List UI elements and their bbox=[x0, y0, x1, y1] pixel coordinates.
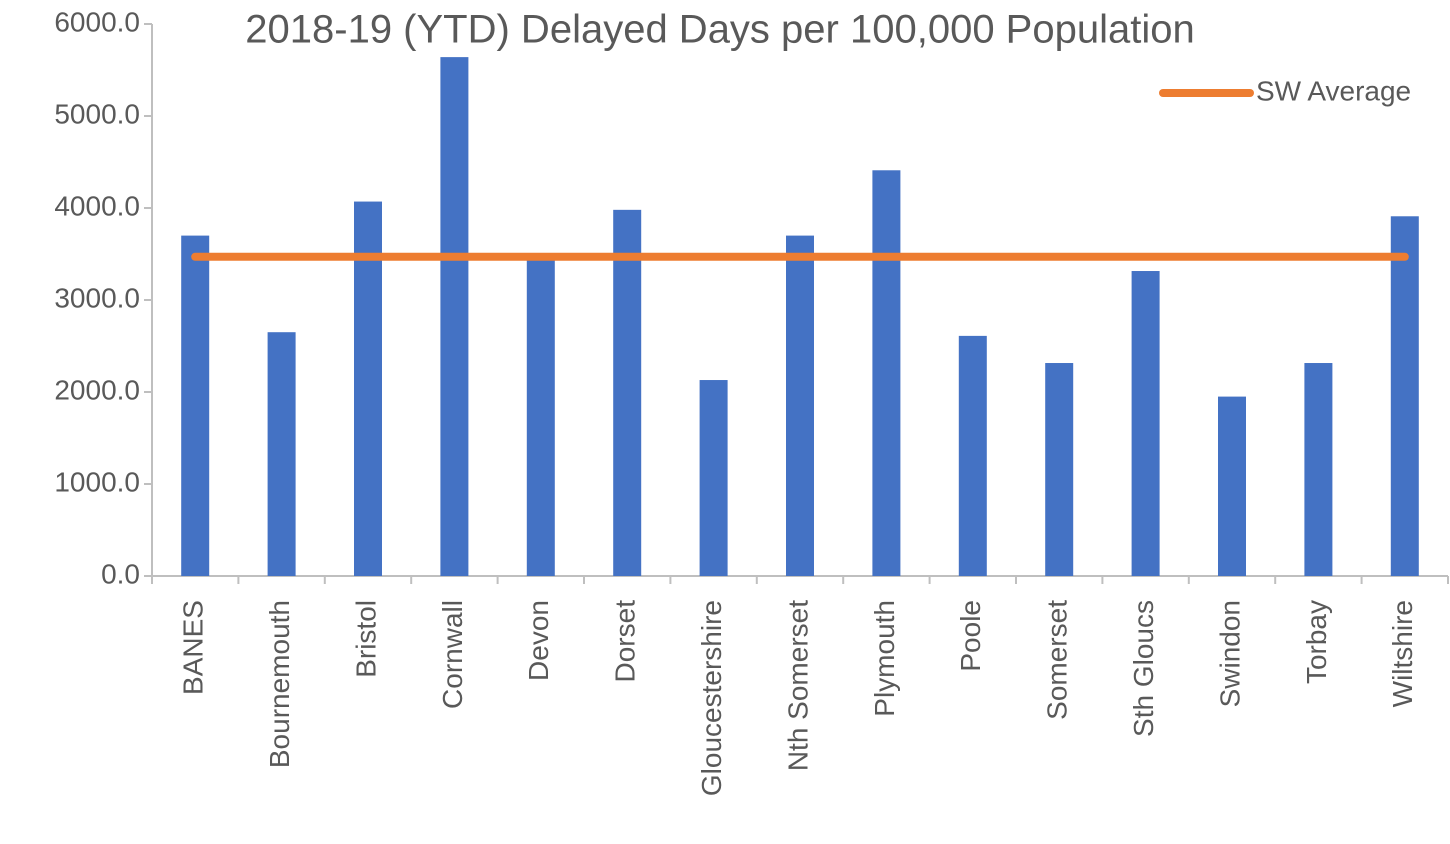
x-tick-label: Poole bbox=[955, 600, 986, 672]
bar bbox=[786, 235, 814, 576]
x-tick-label: Nth Somerset bbox=[782, 600, 813, 771]
x-tick-label: Torbay bbox=[1301, 600, 1332, 684]
bar bbox=[613, 209, 642, 576]
bar bbox=[699, 380, 728, 576]
y-tick-label: 6000.0 bbox=[54, 6, 140, 37]
x-tick-label: Swindon bbox=[1214, 600, 1245, 707]
y-tick-label: 5000.0 bbox=[54, 98, 140, 129]
x-tick-label: Cornwall bbox=[437, 600, 468, 709]
x-tick-label: Sth Gloucs bbox=[1128, 600, 1159, 737]
bar bbox=[267, 332, 296, 576]
x-tick-label: Wiltshire bbox=[1387, 600, 1418, 707]
bar bbox=[1304, 363, 1333, 576]
bar bbox=[958, 335, 987, 576]
y-tick-label: 1000.0 bbox=[54, 466, 140, 497]
x-tick-label: Somerset bbox=[1042, 600, 1073, 720]
x-tick-label: Bournemouth bbox=[264, 600, 295, 768]
x-tick-label: Gloucestershire bbox=[696, 600, 727, 796]
x-tick-label: BANES bbox=[178, 600, 209, 695]
y-tick-label: 3000.0 bbox=[54, 282, 140, 313]
x-tick-label: Bristol bbox=[350, 600, 381, 678]
y-tick-label: 0.0 bbox=[101, 558, 140, 589]
bar bbox=[1045, 363, 1074, 576]
y-tick-label: 2000.0 bbox=[54, 374, 140, 405]
bar bbox=[440, 57, 469, 577]
y-tick-label: 4000.0 bbox=[54, 190, 140, 221]
legend-label: SW Average bbox=[1256, 75, 1411, 106]
x-tick-label: Plymouth bbox=[869, 600, 900, 717]
bar bbox=[526, 257, 555, 576]
bar bbox=[1218, 396, 1246, 576]
x-tick-label: Devon bbox=[523, 600, 554, 681]
bar bbox=[1131, 271, 1160, 576]
bar bbox=[1390, 216, 1419, 576]
chart-title: 2018-19 (YTD) Delayed Days per 100,000 P… bbox=[245, 8, 1194, 52]
x-tick-label: Dorset bbox=[610, 600, 641, 683]
bar bbox=[354, 201, 382, 576]
bar bbox=[181, 235, 210, 576]
bar bbox=[872, 170, 901, 576]
